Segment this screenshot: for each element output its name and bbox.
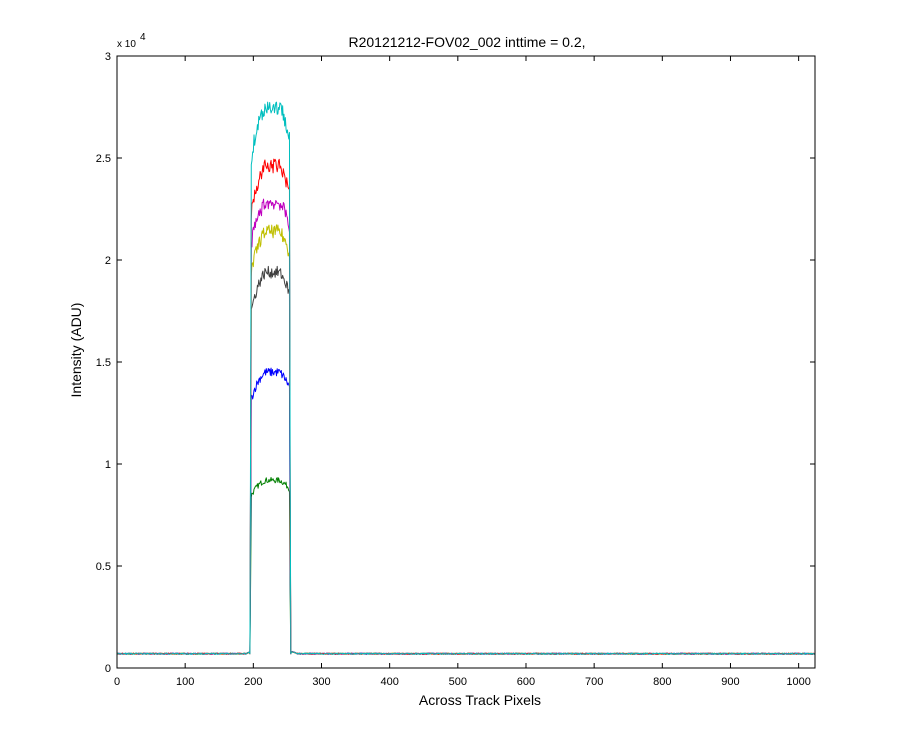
x-tick-label: 800 <box>653 676 671 688</box>
x-tick-label: 700 <box>585 676 603 688</box>
y-multiplier-label: x 10 <box>117 39 136 50</box>
x-tick-label: 1000 <box>786 676 810 688</box>
plot-title: R20121212-FOV02_002 inttime = 0.2, <box>349 34 586 50</box>
x-axis-ticks: 0 100 200 300 400 500 600 700 800 900 1000 <box>114 56 811 688</box>
y-tick-label: 1 <box>105 459 111 471</box>
y-tick-label: 2 <box>105 255 111 267</box>
series-line-7 <box>117 101 815 655</box>
y-axis-ticks: 0 0.5 1 1.5 2 2.5 3 <box>96 51 815 675</box>
y-tick-label: 2.5 <box>96 153 111 165</box>
y-tick-label: 1.5 <box>96 357 111 369</box>
y-multiplier-exponent: 4 <box>140 32 146 43</box>
x-tick-label: 300 <box>312 676 330 688</box>
x-axis-label: Across Track Pixels <box>419 692 541 708</box>
x-tick-label: 0 <box>114 676 120 688</box>
x-tick-label: 100 <box>176 676 194 688</box>
y-tick-label: 0 <box>105 663 111 675</box>
x-tick-label: 200 <box>244 676 262 688</box>
x-tick-label: 900 <box>721 676 739 688</box>
y-tick-label: 0.5 <box>96 561 111 573</box>
x-tick-label: 400 <box>380 676 398 688</box>
series-layer <box>117 101 815 655</box>
y-tick-label: 3 <box>105 51 111 63</box>
x-tick-label: 500 <box>449 676 467 688</box>
y-axis-label: Intensity (ADU) <box>68 303 84 398</box>
x-tick-label: 600 <box>517 676 535 688</box>
plot-area <box>117 56 815 668</box>
